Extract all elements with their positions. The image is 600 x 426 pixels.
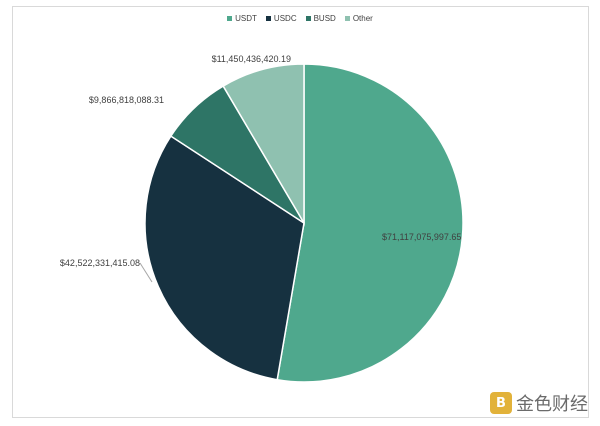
legend-swatch-busd [305,16,311,21]
legend-item-usdc: USDC [265,14,297,23]
watermark: B 金色财经 [490,390,588,416]
legend-label-busd: BUSD [313,14,336,23]
data-label-usdt: $71,117,075,997.65 [382,232,461,242]
legend-label-usdc: USDC [273,14,297,23]
chart-legend: USDT USDC BUSD Other [0,14,600,23]
legend-label-other: Other [352,14,373,23]
pie-slice-usdc [144,135,305,381]
legend-item-other: Other [344,14,373,23]
legend-swatch-other [344,16,350,21]
legend-swatch-usdt [227,16,233,21]
legend-label-usdt: USDT [235,14,257,23]
watermark-logo-icon: B [490,392,512,414]
data-label-usdc: $42,522,331,415.08 [60,258,140,268]
data-label-busd: $9,866,818,088.31 [89,95,164,105]
pie-slice-usdt [276,63,464,383]
legend-swatch-usdc [265,16,271,21]
legend-item-usdt: USDT [227,14,257,23]
data-label-other: $11,450,436,420.19 [212,54,291,64]
pie-slice-other [222,63,305,226]
watermark-text: 金色财经 [516,394,588,415]
leader-line-usdc [139,262,153,283]
legend-item-busd: BUSD [305,14,336,23]
